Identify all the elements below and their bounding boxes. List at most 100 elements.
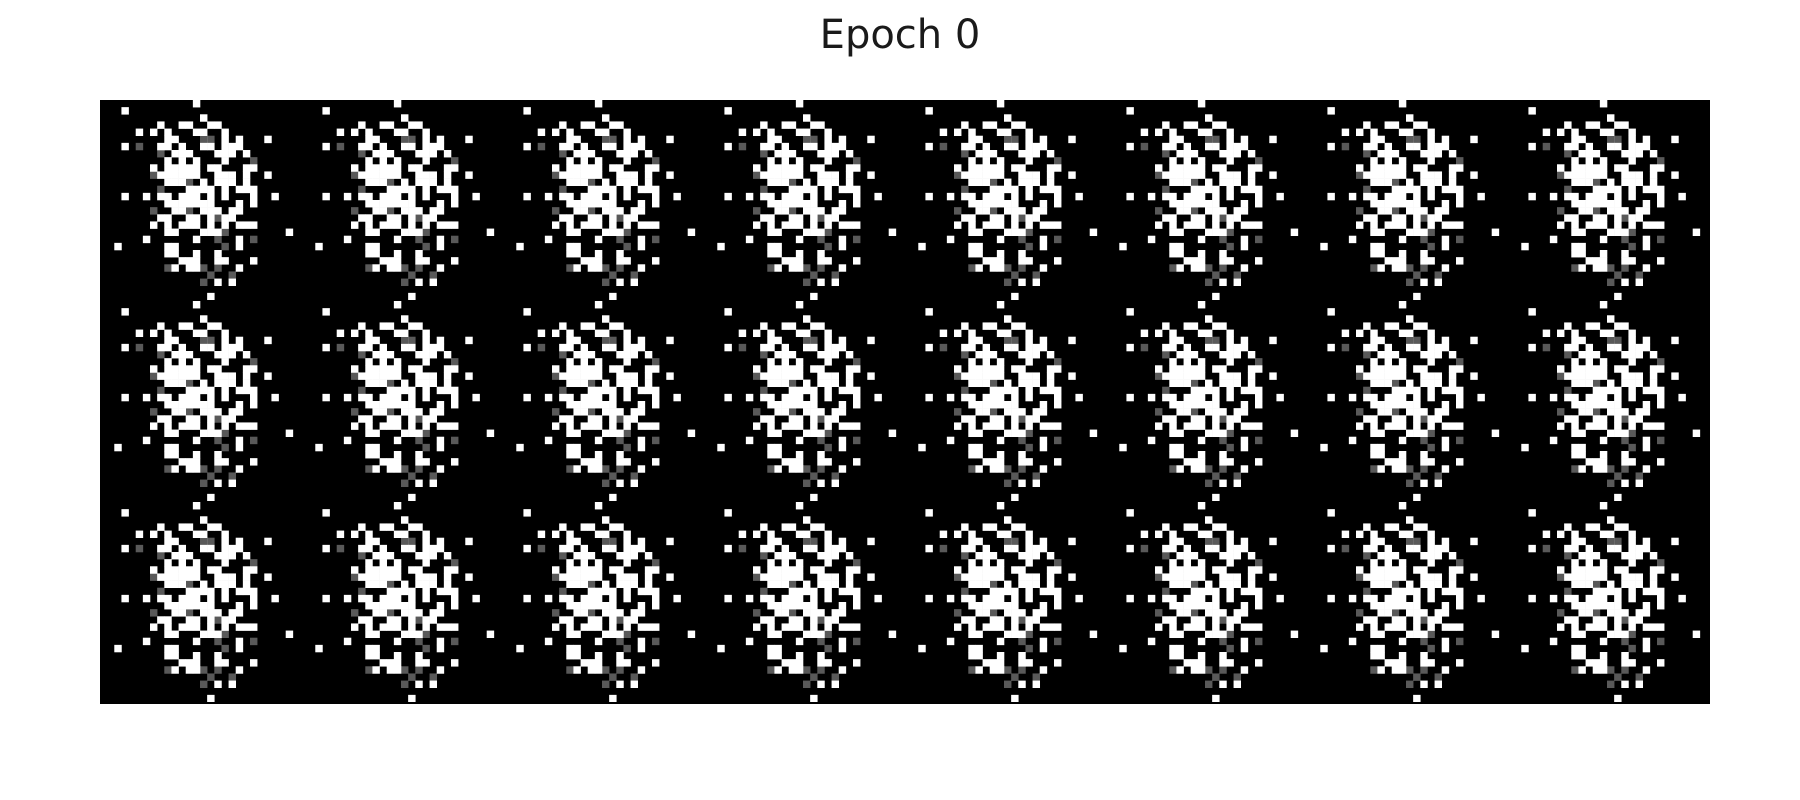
sample-pixel (824, 580, 832, 589)
sample-pixel (609, 616, 617, 624)
sample-pixel (1356, 128, 1364, 137)
sample-pixel (1398, 100, 1407, 108)
sample-pixel (652, 587, 660, 596)
sample-pixel (221, 150, 229, 158)
sample-pixel (1046, 221, 1055, 229)
sample-pixel (221, 544, 229, 553)
sample-pixel (1477, 192, 1485, 201)
sample-pixel (975, 465, 983, 473)
sample-pixel (1205, 666, 1213, 674)
sample-pixel (343, 637, 352, 646)
sample-pixel (1363, 171, 1371, 179)
sample-pixel (1413, 630, 1421, 639)
sample-pixel (1169, 228, 1177, 237)
sample-pixel (630, 351, 639, 359)
sample-pixel (523, 509, 531, 517)
sample-pixel (1039, 422, 1048, 430)
sample-pixel (178, 365, 187, 373)
sample-pixel (221, 559, 229, 567)
sample-pixel (566, 422, 574, 430)
sample-pixel (1398, 157, 1407, 165)
sample-pixel (1377, 537, 1385, 546)
sample-pixel (1649, 566, 1658, 574)
sample-pixel (795, 652, 804, 660)
sample-pixel (401, 587, 409, 596)
sample-pixel (1599, 128, 1608, 137)
sample-pixel (1398, 451, 1407, 459)
sample-pixel (594, 623, 603, 631)
sample-pixel (637, 422, 646, 430)
sample-pixel (968, 264, 976, 272)
sample-pixel (1628, 329, 1636, 338)
sample-pixel (781, 200, 790, 208)
sample-pixel (1628, 242, 1636, 251)
sample-pixel (1054, 436, 1062, 445)
sample-pixel (451, 637, 459, 646)
sample-pixel (1420, 415, 1428, 423)
sample-pixel (587, 616, 596, 624)
sample-pixel (1628, 142, 1636, 151)
sample-pixel (939, 128, 948, 137)
sample-pixel (200, 142, 208, 151)
sample-pixel (1585, 580, 1594, 589)
sample-pixel (164, 343, 172, 352)
sample-pixel (1578, 242, 1586, 251)
sample-pixel (207, 336, 215, 345)
sample-pixel (401, 609, 409, 617)
sample-pixel (1327, 393, 1335, 402)
generated-sample-tile (100, 100, 300, 300)
generated-sample-image (1320, 301, 1500, 501)
sample-pixel (1190, 150, 1199, 158)
sample-pixel (157, 552, 165, 560)
sample-pixel (1427, 544, 1435, 553)
sample-pixel (451, 659, 459, 667)
sample-pixel (1406, 386, 1414, 395)
sample-pixel (1564, 171, 1572, 179)
sample-pixel (1628, 214, 1636, 222)
sample-pixel (1240, 235, 1249, 244)
sample-pixel (566, 652, 574, 660)
sample-pixel (760, 386, 768, 395)
sample-pixel (228, 616, 237, 624)
sample-pixel (214, 228, 222, 237)
sample-pixel (1585, 552, 1594, 560)
generated-sample-image (315, 100, 495, 300)
sample-pixel (760, 552, 768, 560)
sample-pixel (171, 666, 179, 674)
sample-pixel (1571, 228, 1579, 237)
sample-pixel (336, 128, 345, 137)
sample-pixel (602, 401, 610, 409)
sample-pixel (1018, 566, 1026, 574)
sample-pixel (1671, 573, 1679, 581)
sample-pixel (1025, 372, 1033, 380)
sample-pixel (235, 242, 244, 251)
sample-pixel (436, 644, 445, 653)
sample-pixel (1607, 580, 1615, 589)
sample-pixel (1491, 630, 1500, 639)
sample-pixel (200, 429, 208, 438)
sample-pixel (379, 121, 388, 129)
sample-pixel (824, 422, 832, 430)
sample-pixel (1528, 192, 1536, 201)
sample-pixel (788, 351, 797, 359)
sample-pixel (1169, 594, 1177, 603)
sample-pixel (795, 637, 804, 646)
sample-pixel (429, 408, 438, 416)
sample-pixel (573, 652, 581, 660)
sample-pixel (1169, 602, 1177, 610)
sample-pixel (372, 200, 380, 208)
sample-pixel (164, 250, 172, 258)
sample-pixel (1384, 200, 1393, 208)
sample-pixel (1377, 164, 1385, 172)
sample-pixel (1427, 429, 1435, 438)
sample-pixel (810, 386, 818, 395)
sample-pixel (393, 365, 402, 373)
sample-pixel (1290, 630, 1299, 639)
sample-pixel (1391, 523, 1400, 531)
sample-pixel (178, 559, 187, 567)
sample-pixel (961, 587, 969, 596)
sample-pixel (1427, 192, 1435, 201)
sample-pixel (996, 329, 1005, 338)
sample-pixel (838, 264, 847, 272)
sample-pixel (1614, 393, 1622, 402)
